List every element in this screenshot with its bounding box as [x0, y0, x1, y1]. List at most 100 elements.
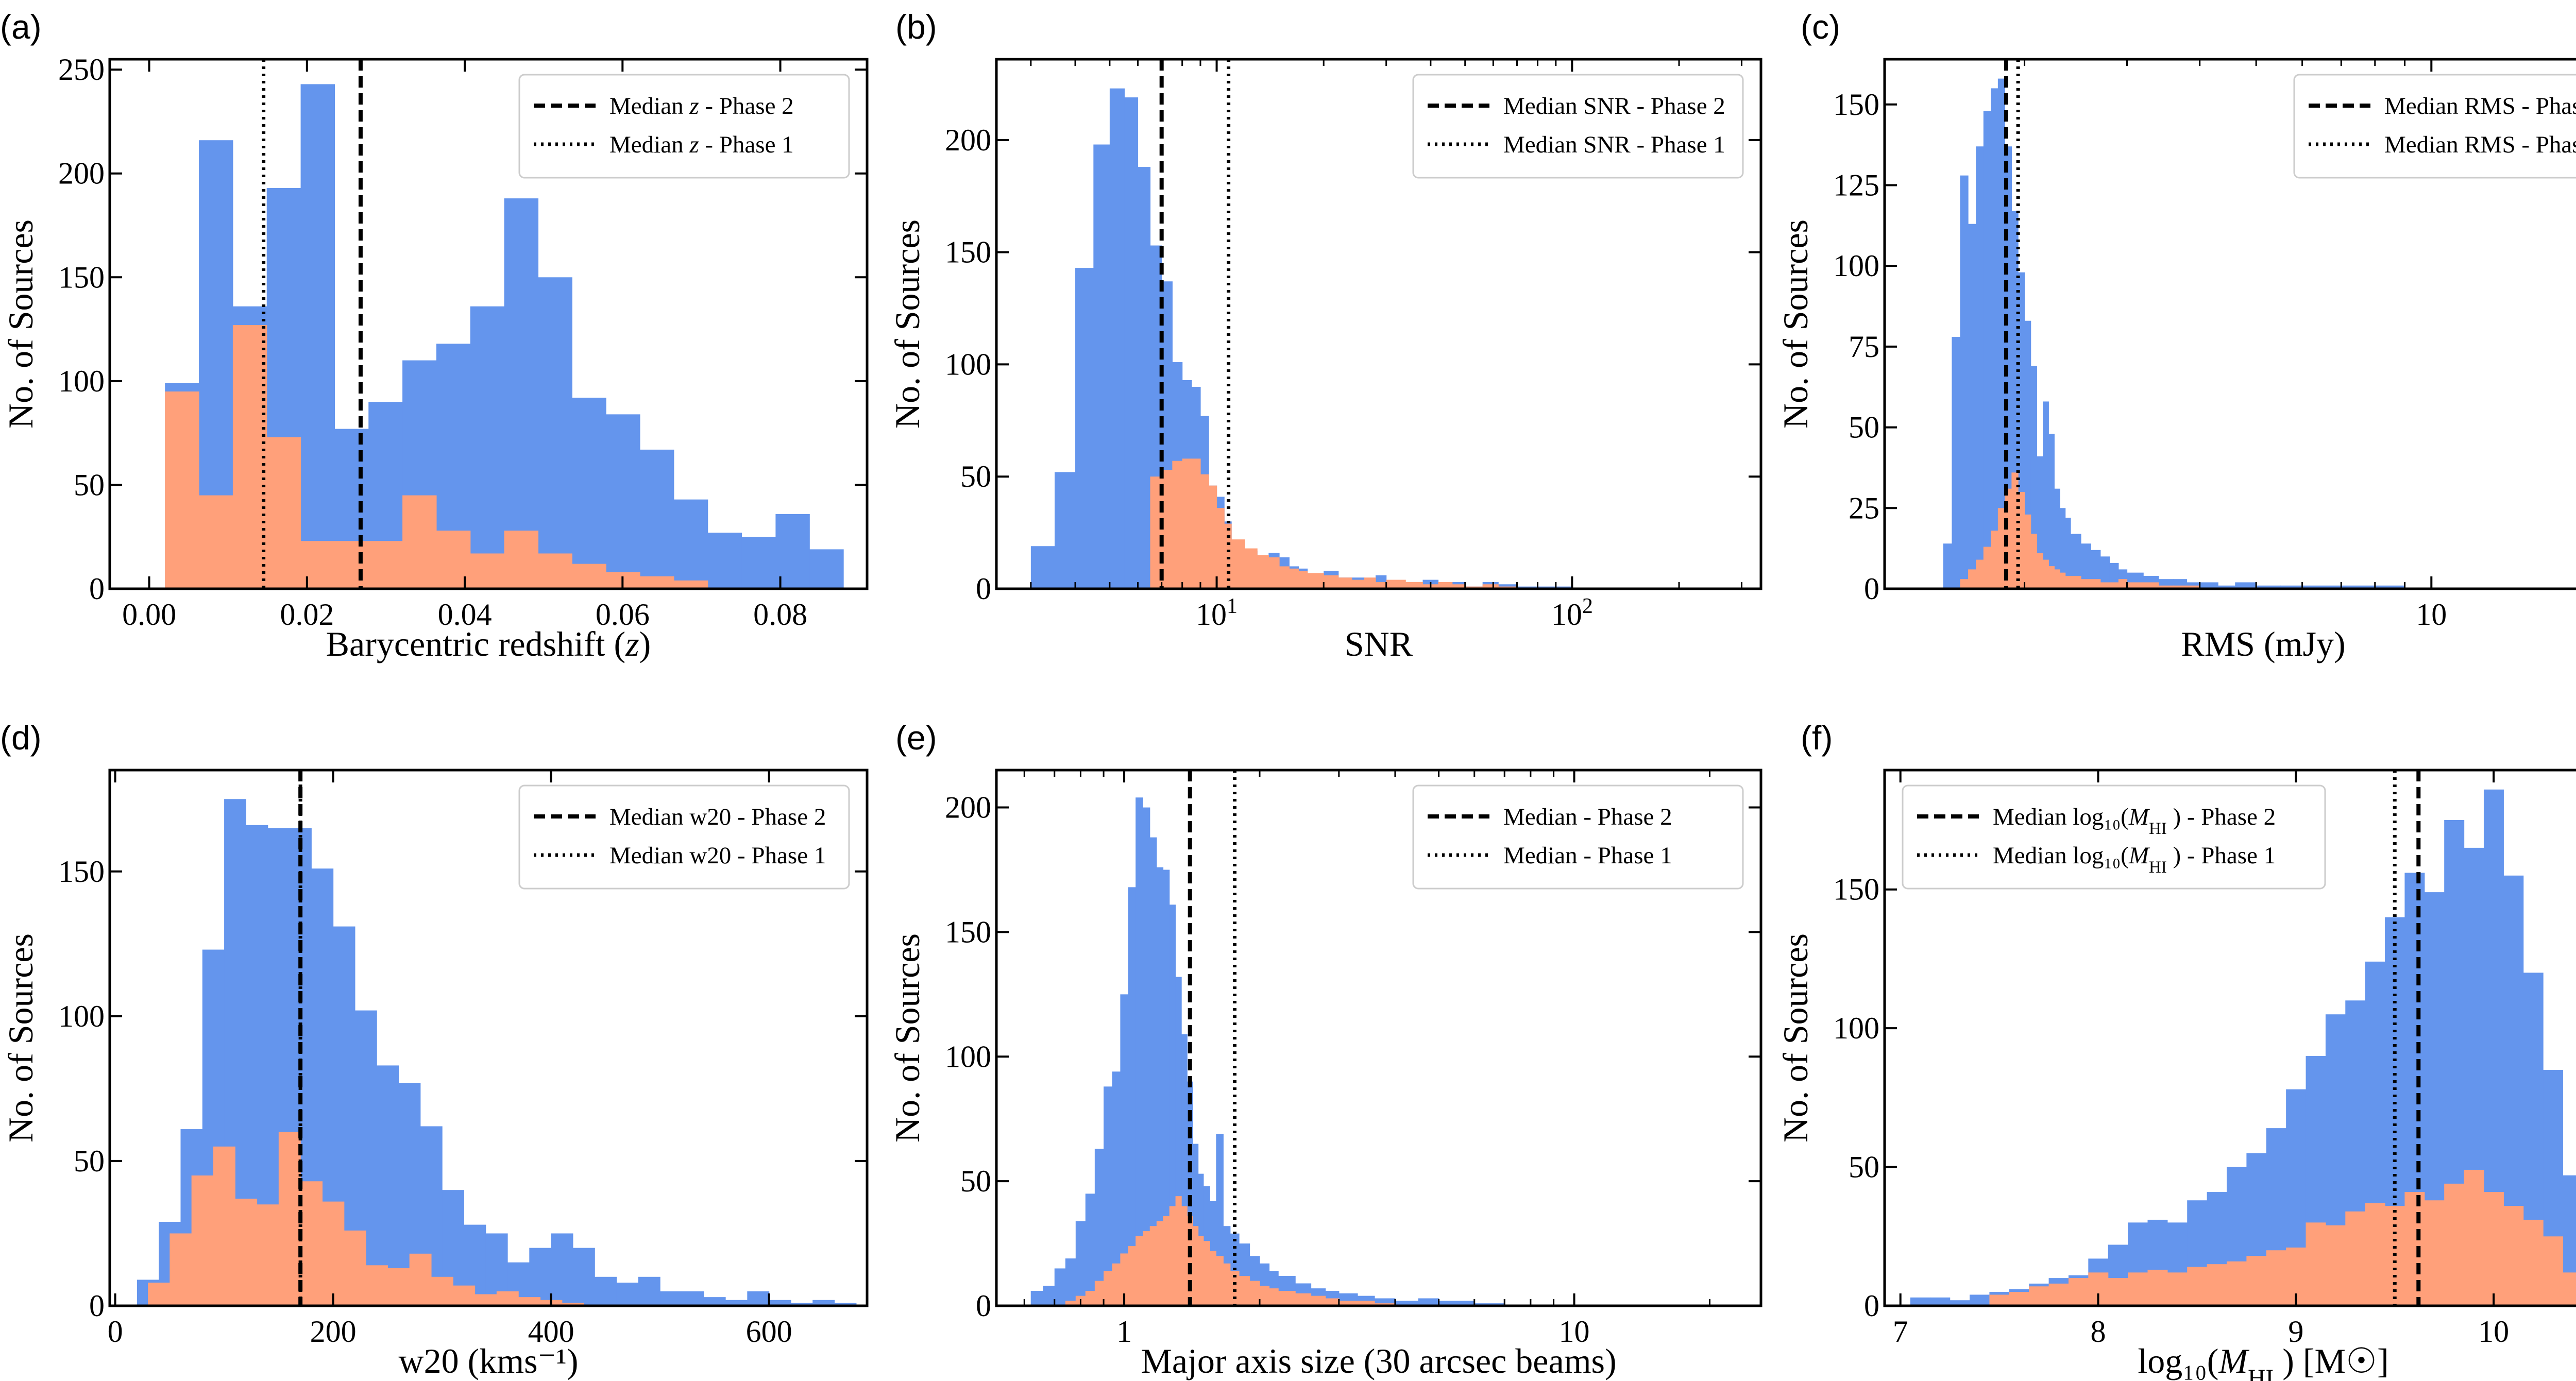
y-tick-label: 75	[1849, 330, 1879, 364]
histogram-bar	[741, 537, 776, 589]
legend-label: Median z - Phase 1	[609, 131, 794, 158]
histogram-bar	[2365, 1203, 2385, 1306]
legend-box	[1412, 785, 1744, 890]
panel-b: 0 50 100 150 200 101 102 SNR No. of Sources (b) Me…	[888, 8, 1762, 663]
histogram-bar	[2065, 518, 2071, 589]
histogram-bar	[1231, 539, 1245, 589]
histogram-bar	[2060, 572, 2066, 589]
histogram-bar	[1943, 543, 1952, 589]
y-axis-label: No. of Sources	[888, 933, 927, 1143]
legend-box	[518, 74, 850, 179]
histogram-bar	[1112, 1263, 1121, 1306]
x-tick-label: 600	[746, 1315, 792, 1349]
y-tick-label: 0	[976, 572, 991, 606]
histogram-bar	[1338, 577, 1352, 589]
histogram-bar	[1136, 1236, 1143, 1306]
histogram-bar	[1338, 1301, 1358, 1306]
histogram-bar	[504, 531, 539, 589]
histogram-bar	[1193, 1226, 1199, 1306]
y-tick-label: 150	[58, 260, 105, 294]
x-axis-label: RMS (mJy)	[2181, 624, 2345, 663]
histogram-bar	[1976, 559, 1984, 589]
histogram-bar	[1325, 1298, 1340, 1306]
x-tick-label: 0.02	[280, 598, 334, 632]
histogram-bar	[1249, 1281, 1260, 1306]
histogram-bar	[1143, 807, 1150, 1306]
y-axis-label: No. of Sources	[1776, 219, 1815, 429]
y-axis-label: No. of Sources	[888, 219, 927, 429]
histogram-bar	[453, 1285, 476, 1306]
histogram-bar	[775, 514, 810, 589]
histogram-bar	[1364, 577, 1376, 589]
histogram-bar	[235, 1199, 258, 1306]
histogram-bar	[1065, 1258, 1076, 1306]
histogram-bar	[2048, 566, 2055, 589]
y-axis-label: No. of Sources	[1, 933, 40, 1143]
histogram-bar	[1193, 1144, 1199, 1306]
histogram-bar	[1149, 837, 1157, 1306]
histogram-bar	[1128, 887, 1136, 1306]
x-axis-label: Major axis size (30 arcsec beams)	[1141, 1341, 1616, 1380]
histogram-bar	[638, 1276, 660, 1306]
histogram-bar	[1065, 1301, 1076, 1306]
histogram-bar	[2199, 582, 2218, 589]
histogram-bar	[470, 553, 505, 589]
histogram-bar	[1094, 1149, 1104, 1306]
histogram-bar	[1278, 1290, 1296, 1306]
panel-letter: (d)	[0, 719, 42, 757]
histogram-bar	[402, 495, 437, 589]
histogram-bar	[366, 1265, 388, 1306]
legend: Median RMS - Phase 2 Median RMS - Phase 1	[2293, 74, 2576, 179]
y-tick-label: 200	[58, 157, 105, 191]
histogram-bar	[257, 1204, 279, 1306]
histogram-bar	[1357, 1301, 1375, 1306]
histogram-bar	[2005, 488, 2012, 589]
legend: Median SNR - Phase 2 Median SNR - Phase 1	[1412, 74, 1744, 179]
histogram-bar	[572, 1248, 595, 1306]
series-phase-1	[1960, 472, 2200, 589]
panel-letter: (a)	[0, 8, 42, 46]
histogram-bar	[232, 325, 267, 589]
histogram-bar	[790, 1303, 813, 1306]
series-phase-1	[148, 1132, 584, 1306]
histogram-bar	[1386, 579, 1406, 589]
histogram-bar	[1175, 1196, 1182, 1306]
legend: Median z - Phase 2 Median z - Phase 1	[518, 74, 850, 179]
histogram-bar	[1438, 582, 1453, 589]
histogram-bar	[1172, 461, 1183, 589]
histogram-bar	[1216, 1256, 1224, 1306]
axes-frame	[995, 769, 1762, 1307]
histogram-bar	[170, 1233, 192, 1306]
legend: Median log₁₀(MHI ) - Phase 2 Median log₁₀…	[1902, 785, 2326, 890]
histogram-bar	[1030, 546, 1055, 589]
histogram-bar	[470, 306, 505, 589]
histogram-bar	[1181, 1034, 1188, 1306]
histogram-bar	[1138, 167, 1151, 589]
histogram-bar	[1976, 146, 1984, 589]
histogram-bar	[2235, 582, 2257, 589]
y-tick-label: 150	[1833, 873, 1879, 907]
histogram-bar	[2187, 585, 2200, 589]
legend-label: Median log₁₀(MHI ) - Phase 2	[1993, 804, 2276, 838]
histogram-bar	[809, 549, 844, 589]
histogram-bar	[1968, 224, 1976, 589]
histogram-bar	[1124, 97, 1139, 589]
x-axis-label: SNR	[1345, 624, 1413, 663]
histogram-bar	[2543, 1236, 2564, 1306]
histogram-bar	[2030, 534, 2038, 589]
histogram-bar	[2009, 1292, 2029, 1306]
legend-box	[518, 785, 850, 890]
histogram-bar	[2048, 1283, 2069, 1306]
histogram-bar	[572, 564, 606, 589]
legend-label: Median log₁₀(MHI ) - Phase 1	[1993, 842, 2276, 877]
histogram-bar	[1950, 1300, 1970, 1306]
y-tick-label: 50	[74, 1144, 105, 1178]
axes-frame	[1883, 769, 2576, 1307]
y-tick-label: 100	[945, 347, 991, 381]
histogram-bar	[1187, 1216, 1193, 1306]
histogram-bar	[300, 541, 335, 589]
histogram-bar	[1210, 1251, 1216, 1306]
panel-a: 0 50 100 150 200 250 0.00 0.02 0.04 0.06 0.08 Baryc…	[0, 8, 869, 663]
legend-label: Median w20 - Phase 1	[609, 842, 826, 869]
y-tick-label: 100	[945, 1039, 991, 1073]
